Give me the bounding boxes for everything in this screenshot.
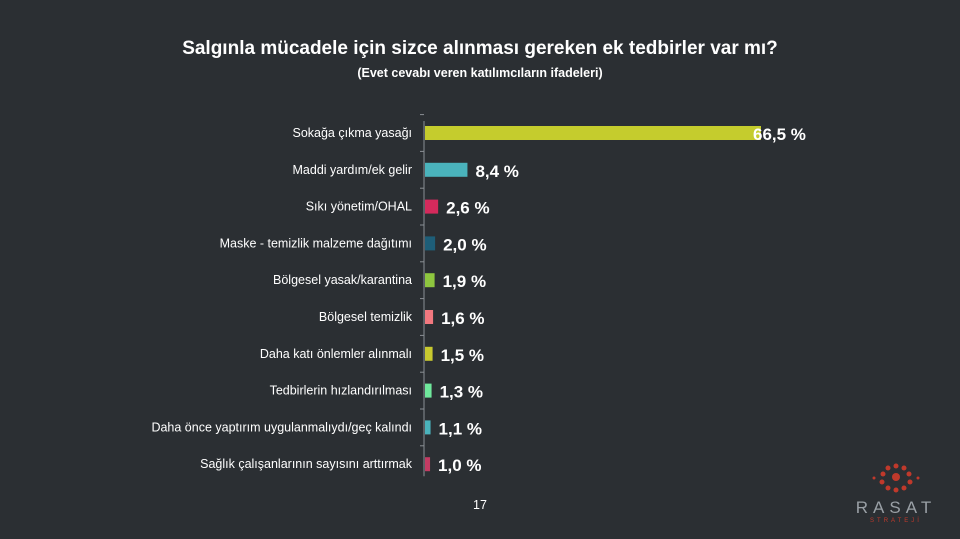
data-label: 1,3 % xyxy=(440,383,483,402)
data-label: 1,5 % xyxy=(441,346,484,365)
chart-subtitle: (Evet cevabı veren katılımcıların ifadel… xyxy=(357,66,603,80)
bar xyxy=(425,420,431,435)
bar xyxy=(425,199,439,214)
logo-dots-icon xyxy=(872,463,920,493)
data-label: 66,5 % xyxy=(753,125,806,144)
data-label: 1,9 % xyxy=(443,272,486,291)
bar xyxy=(425,457,431,472)
category-label: Daha katı önlemler alınmalı xyxy=(260,347,412,361)
data-label: 1,0 % xyxy=(438,456,481,475)
category-label: Sağlık çalışanlarının sayısını arttırmak xyxy=(200,457,413,471)
category-label: Maddi yardım/ek gelir xyxy=(293,163,413,177)
bar xyxy=(425,236,436,251)
data-label: 1,1 % xyxy=(439,419,482,438)
category-label: Daha önce yaptırım uygulanmalıydı/geç ka… xyxy=(151,420,412,434)
bar xyxy=(425,383,432,398)
bars-group: Sokağa çıkma yasağı 66,5 % Maddi yardım/ek… xyxy=(151,114,806,477)
data-label: 8,4 % xyxy=(475,162,518,181)
category-label: Bölgesel temizlik xyxy=(319,310,413,324)
category-label: Bölgesel yasak/karantina xyxy=(273,273,412,287)
category-label: Tedbirlerin hızlandırılması xyxy=(270,384,412,398)
page-number: 17 xyxy=(473,498,487,512)
data-label: 2,0 % xyxy=(443,235,486,254)
data-label: 2,6 % xyxy=(446,199,489,218)
bar xyxy=(425,310,434,324)
bar xyxy=(425,126,761,140)
category-label: Maske - temizlik malzeme dağıtımı xyxy=(220,236,412,250)
bar xyxy=(425,346,433,361)
category-label: Sokağa çıkma yasağı xyxy=(292,126,412,140)
data-label: 1,6 % xyxy=(441,309,484,328)
bar xyxy=(425,162,468,177)
rasat-logo: RASAT STRATEJİ xyxy=(846,458,946,528)
bar xyxy=(425,273,435,288)
logo-subtext: STRATEJİ xyxy=(870,518,922,524)
logo-text: RASAT xyxy=(855,498,937,517)
chart-title: Salgınla mücadele için sizce alınması ge… xyxy=(182,38,778,59)
category-label: Sıkı yönetim/OHAL xyxy=(306,200,412,214)
